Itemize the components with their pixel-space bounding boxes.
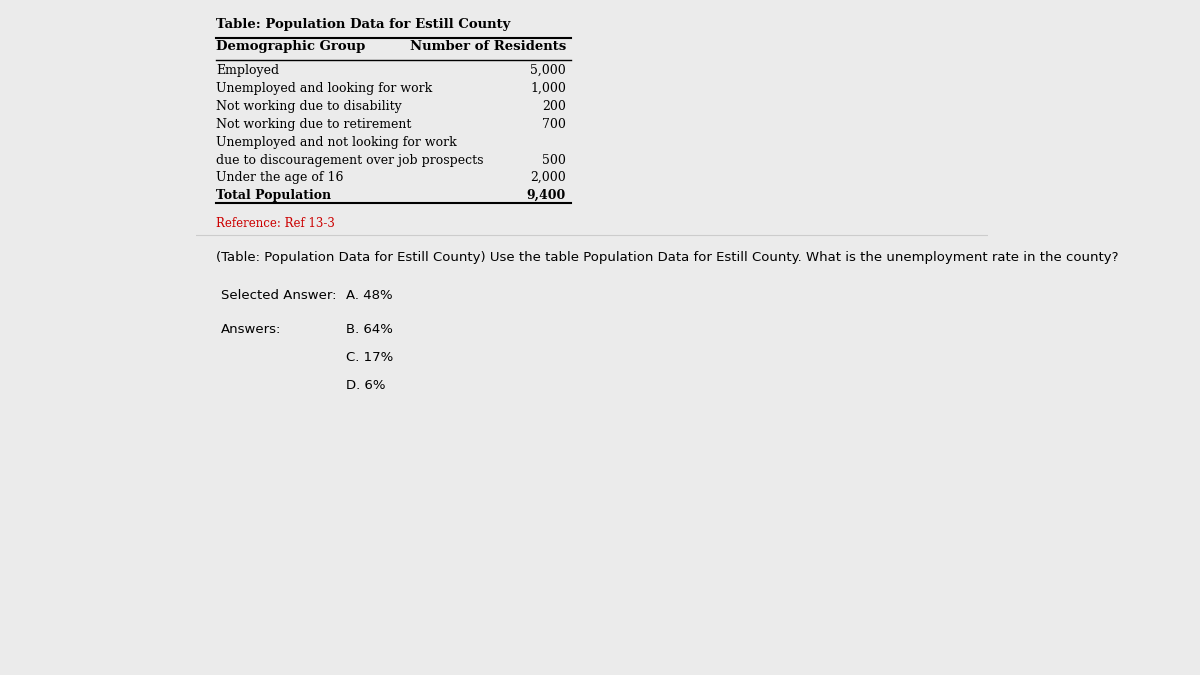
Text: 700: 700 [542, 118, 566, 131]
Text: Not working due to retirement: Not working due to retirement [216, 118, 412, 131]
Text: 500: 500 [542, 154, 566, 167]
Text: Answers:: Answers: [221, 323, 281, 336]
Text: Under the age of 16: Under the age of 16 [216, 171, 343, 184]
Text: A. 48%: A. 48% [346, 289, 392, 302]
Text: C. 17%: C. 17% [346, 351, 394, 364]
Text: Demographic Group: Demographic Group [216, 40, 365, 53]
Text: Reference: Ref 13-3: Reference: Ref 13-3 [216, 217, 335, 230]
Text: B. 64%: B. 64% [346, 323, 392, 336]
Text: Number of Residents: Number of Residents [409, 40, 566, 53]
Text: 5,000: 5,000 [530, 64, 566, 77]
Text: 9,400: 9,400 [527, 189, 566, 202]
Text: Employed: Employed [216, 64, 280, 77]
Text: Selected Answer:: Selected Answer: [221, 289, 336, 302]
Text: due to discouragement over job prospects: due to discouragement over job prospects [216, 154, 484, 167]
Text: Not working due to disability: Not working due to disability [216, 100, 402, 113]
Text: 2,000: 2,000 [530, 171, 566, 184]
Text: 200: 200 [542, 100, 566, 113]
Text: D. 6%: D. 6% [346, 379, 385, 392]
Text: Unemployed and looking for work: Unemployed and looking for work [216, 82, 432, 95]
Text: 1,000: 1,000 [530, 82, 566, 95]
Text: (Table: Population Data for Estill County) Use the table Population Data for Est: (Table: Population Data for Estill Count… [216, 251, 1118, 264]
Text: Table: Population Data for Estill County: Table: Population Data for Estill County [216, 18, 510, 31]
Text: Total Population: Total Population [216, 189, 331, 202]
Text: Unemployed and not looking for work: Unemployed and not looking for work [216, 136, 457, 149]
